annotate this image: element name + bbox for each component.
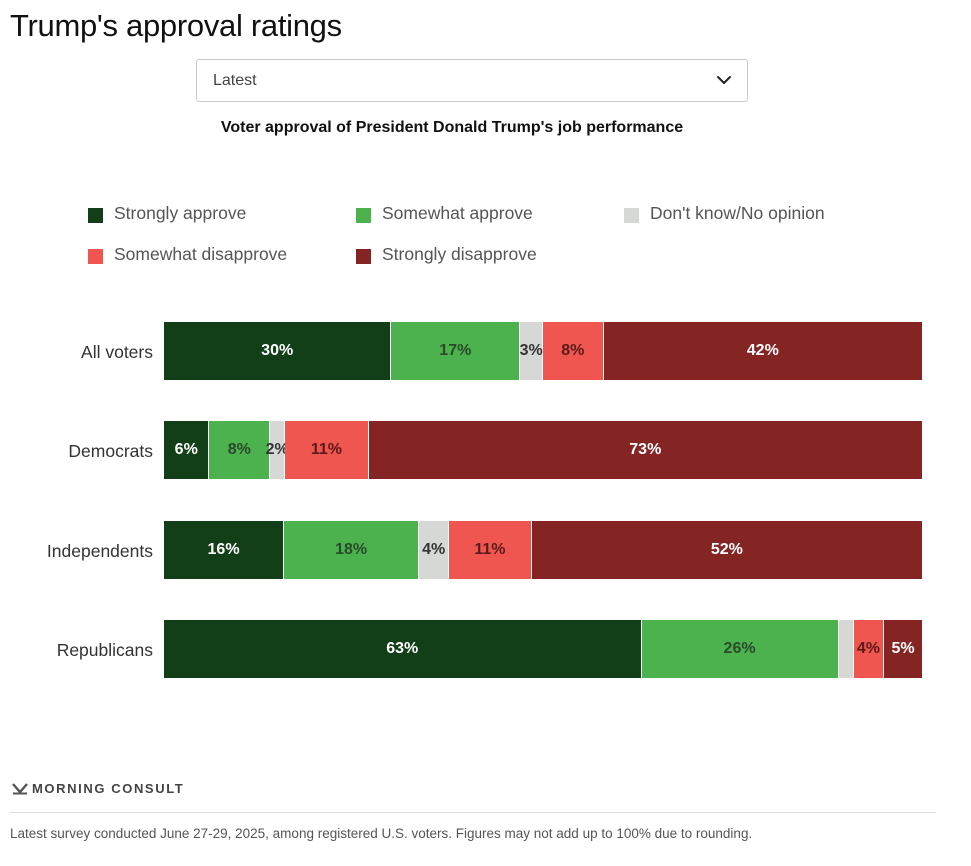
legend-label: Strongly approve bbox=[114, 203, 247, 223]
bar-row-democrats: 6% 8% 2% 11% 73% bbox=[164, 421, 922, 479]
bar-segment-strongly-approve: 30% bbox=[164, 322, 392, 380]
data-label: 63% bbox=[386, 640, 419, 657]
footer-divider bbox=[10, 812, 936, 813]
legend-swatch bbox=[356, 249, 371, 264]
legend-label: Somewhat approve bbox=[382, 203, 533, 223]
bar-segment-don-t-know-no-opinion bbox=[838, 620, 854, 678]
legend-swatch bbox=[88, 208, 103, 223]
data-label: 8% bbox=[227, 441, 251, 458]
bar-segment-strongly-approve: 63% bbox=[164, 620, 642, 678]
legend-label: Somewhat disapprove bbox=[114, 244, 288, 264]
brand-logo: MORNING CONSULT bbox=[12, 779, 184, 797]
data-label: 73% bbox=[629, 441, 662, 458]
data-label: 18% bbox=[335, 541, 368, 558]
bar-segment-don-t-know-no-opinion: 2% bbox=[266, 421, 289, 479]
bar-segment-somewhat-approve: 18% bbox=[284, 521, 420, 579]
data-label: 11% bbox=[474, 541, 506, 558]
bar-segment-strongly-disapprove: 52% bbox=[531, 521, 922, 579]
bar-segment-strongly-disapprove: 42% bbox=[603, 322, 922, 380]
bar-segment-don-t-know-no-opinion: 3% bbox=[520, 322, 543, 380]
row-label-independents: Independents bbox=[46, 541, 153, 561]
period-select[interactable]: Latest bbox=[196, 59, 748, 102]
legend-label: Strongly disapprove bbox=[382, 244, 537, 264]
data-label: 4% bbox=[422, 541, 446, 558]
bar-segment-somewhat-disapprove: 4% bbox=[853, 620, 885, 678]
data-label: 16% bbox=[207, 541, 240, 558]
page-title: Trump's approval ratings bbox=[10, 8, 342, 43]
legend-swatch bbox=[624, 208, 639, 223]
chevron-down-icon bbox=[717, 76, 731, 84]
legend-swatch bbox=[88, 249, 103, 264]
morning-consult-logo-icon bbox=[12, 783, 28, 795]
row-label-republicans: Republicans bbox=[56, 640, 153, 660]
legend-label: Don't know/No opinion bbox=[650, 203, 825, 223]
bar-row-all-voters: 30% 17% 3% 8% 42% bbox=[164, 322, 922, 380]
brand-name: MORNING CONSULT bbox=[32, 780, 185, 796]
bar-segment-somewhat-approve: 8% bbox=[209, 421, 271, 479]
bar-segment-somewhat-disapprove: 11% bbox=[449, 521, 532, 579]
bar-segment-somewhat-disapprove: 11% bbox=[285, 421, 369, 479]
data-label: 11% bbox=[310, 441, 342, 458]
data-label: 42% bbox=[746, 342, 779, 359]
bar-segment-strongly-disapprove: 73% bbox=[368, 421, 922, 479]
data-label: 3% bbox=[519, 342, 543, 359]
footnote: Latest survey conducted June 27-29, 2025… bbox=[10, 826, 753, 841]
data-label: 2% bbox=[265, 441, 289, 458]
data-label: 4% bbox=[856, 640, 880, 657]
bar-row-independents: 16% 18% 4% 11% 52% bbox=[164, 521, 922, 579]
bar-segment-somewhat-disapprove: 8% bbox=[542, 322, 604, 380]
row-label-democrats: Democrats bbox=[68, 441, 153, 461]
data-label: 5% bbox=[891, 640, 915, 657]
legend-swatch bbox=[356, 208, 371, 223]
data-label: 26% bbox=[723, 640, 756, 657]
bar-segment-strongly-disapprove: 5% bbox=[884, 620, 922, 678]
bar-segment-strongly-approve: 16% bbox=[164, 521, 285, 579]
data-label: 52% bbox=[710, 541, 743, 558]
bar-segment-somewhat-approve: 17% bbox=[391, 322, 521, 380]
row-label-all-voters: All voters bbox=[81, 342, 153, 362]
bar-row-republicans: 63% 26% 4% 5% bbox=[164, 620, 922, 678]
data-label: 17% bbox=[439, 342, 472, 359]
data-label: 6% bbox=[174, 441, 198, 458]
bar-segment-don-t-know-no-opinion: 4% bbox=[419, 521, 450, 579]
data-label: 8% bbox=[561, 342, 585, 359]
chart-title: Voter approval of President Donald Trump… bbox=[220, 119, 684, 136]
bar-segment-somewhat-approve: 26% bbox=[641, 620, 839, 678]
period-select-value: Latest bbox=[213, 72, 257, 89]
bar-segment-strongly-approve: 6% bbox=[164, 421, 210, 479]
data-label: 30% bbox=[261, 342, 294, 359]
